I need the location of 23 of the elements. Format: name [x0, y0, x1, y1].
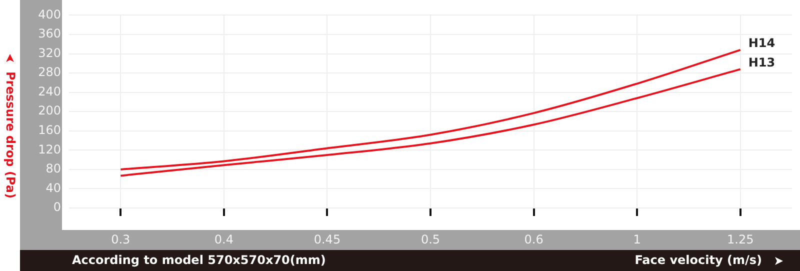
y-tick-label: 160 [38, 123, 61, 138]
x-tick-label: 1.25 [727, 232, 754, 246]
y-tick-label: 40 [46, 180, 61, 195]
y-axis-title: Pressure drop (Pa) [3, 72, 18, 198]
y-tick-label: 360 [38, 26, 61, 41]
y-tick-label: 240 [38, 84, 61, 98]
x-tick-label: 0.3 [111, 232, 130, 246]
x-tick-label: 0.45 [314, 232, 341, 246]
y-tick-label: 120 [38, 142, 61, 156]
text: According to model 570x570x70(mm) [72, 253, 326, 267]
x-tick-label: 0.5 [420, 232, 440, 246]
x-tick-label: 0.4 [214, 232, 234, 246]
series-label: H13 [748, 55, 776, 70]
y-tick-label: 320 [38, 46, 61, 60]
y-tick-label: 80 [46, 162, 61, 176]
x-tick-label: 1 [633, 232, 641, 246]
y-tick-label: 0 [53, 200, 61, 214]
y-tick-label: 400 [38, 7, 61, 22]
x-tick-label: 0.6 [524, 232, 544, 246]
y-tick-label: 200 [38, 104, 61, 118]
x-axis-title: Face velocity (m/s) [634, 253, 762, 267]
y-tick-label: 280 [38, 65, 61, 80]
series-label: H14 [748, 36, 776, 50]
